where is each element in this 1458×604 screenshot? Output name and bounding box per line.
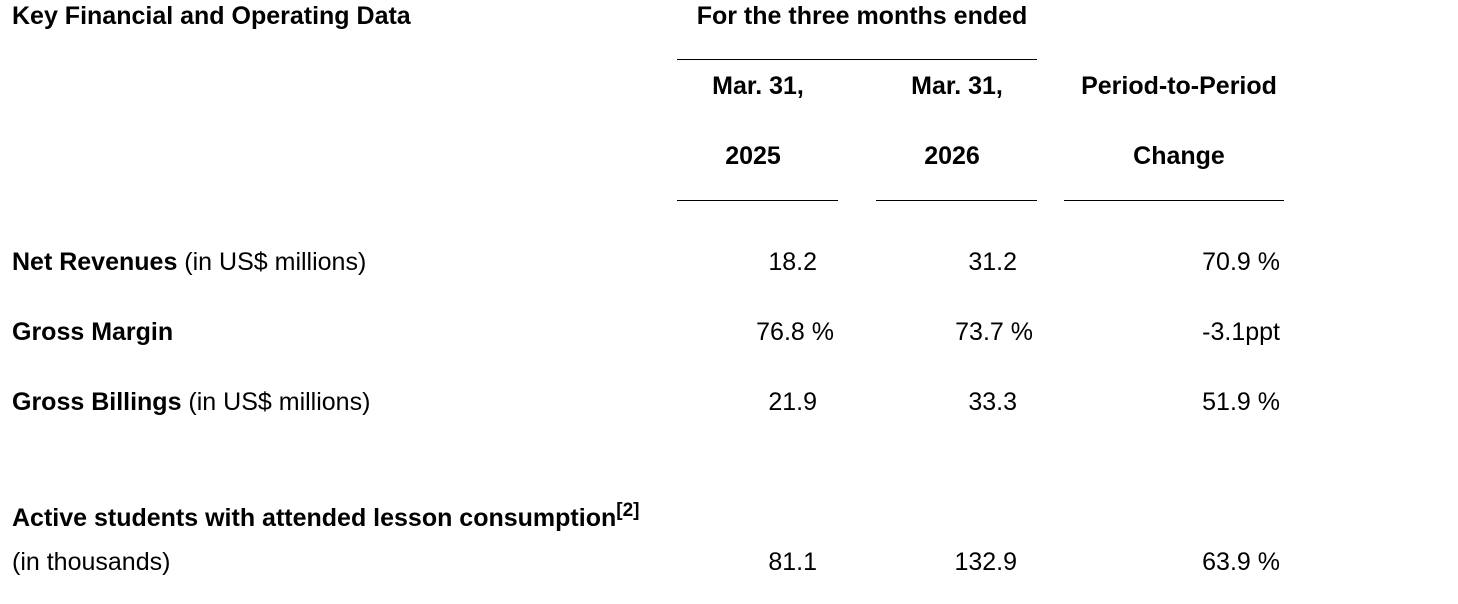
gross-billings-2025: 21.9 [768,388,817,416]
col-change-header-line1: Period-to-Period [1081,72,1277,100]
row-label-bold: Gross Margin [12,318,174,346]
period-underline [677,59,1037,60]
col-2026-header-line2: 2026 [924,142,980,170]
col-2026-header-line1: Mar. 31, [911,72,1003,100]
row-label-bold: Active students with attended lesson con… [12,504,617,532]
footnote-marker: [2] [616,500,640,521]
gross-margin-2025: 76.8 % [756,318,834,346]
row-gross-margin-label: Gross Margin [12,318,173,347]
col-change-header-line2: Change [1133,142,1225,170]
row-label-unit: (in US$ millions) [181,388,371,416]
table-title: Key Financial and Operating Data [12,2,411,30]
gross-billings-2026: 33.3 [968,388,1017,416]
col-2025-header-line1: Mar. 31, [712,72,804,100]
col-2025-underline [677,200,838,201]
active-students-2025: 81.1 [768,548,817,576]
gross-margin-2026: 73.7 % [955,318,1033,346]
row-label-bold: Gross Billings [12,388,182,416]
net-revenues-2026: 31.2 [968,248,1017,276]
active-students-2026: 132.9 [954,548,1017,576]
gross-margin-change: -3.1ppt [1202,318,1280,346]
col-2026-underline [876,200,1037,201]
row-active-students-unit: (in thousands) [12,548,171,576]
row-gross-billings-label: Gross Billings (in US$ millions) [12,388,370,417]
net-revenues-change: 70.9 % [1202,248,1280,276]
row-net-revenues-label: Net Revenues (in US$ millions) [12,248,366,277]
col-change-underline [1064,200,1284,201]
row-label-unit: (in US$ millions) [177,248,367,276]
row-label-bold: Net Revenues [12,248,178,276]
period-header: For the three months ended [696,2,1028,30]
gross-billings-change: 51.9 % [1202,388,1280,416]
row-active-students-label: Active students with attended lesson con… [12,500,639,533]
col-2025-header-line2: 2025 [725,142,781,170]
net-revenues-2025: 18.2 [768,248,817,276]
active-students-change: 63.9 % [1202,548,1280,576]
